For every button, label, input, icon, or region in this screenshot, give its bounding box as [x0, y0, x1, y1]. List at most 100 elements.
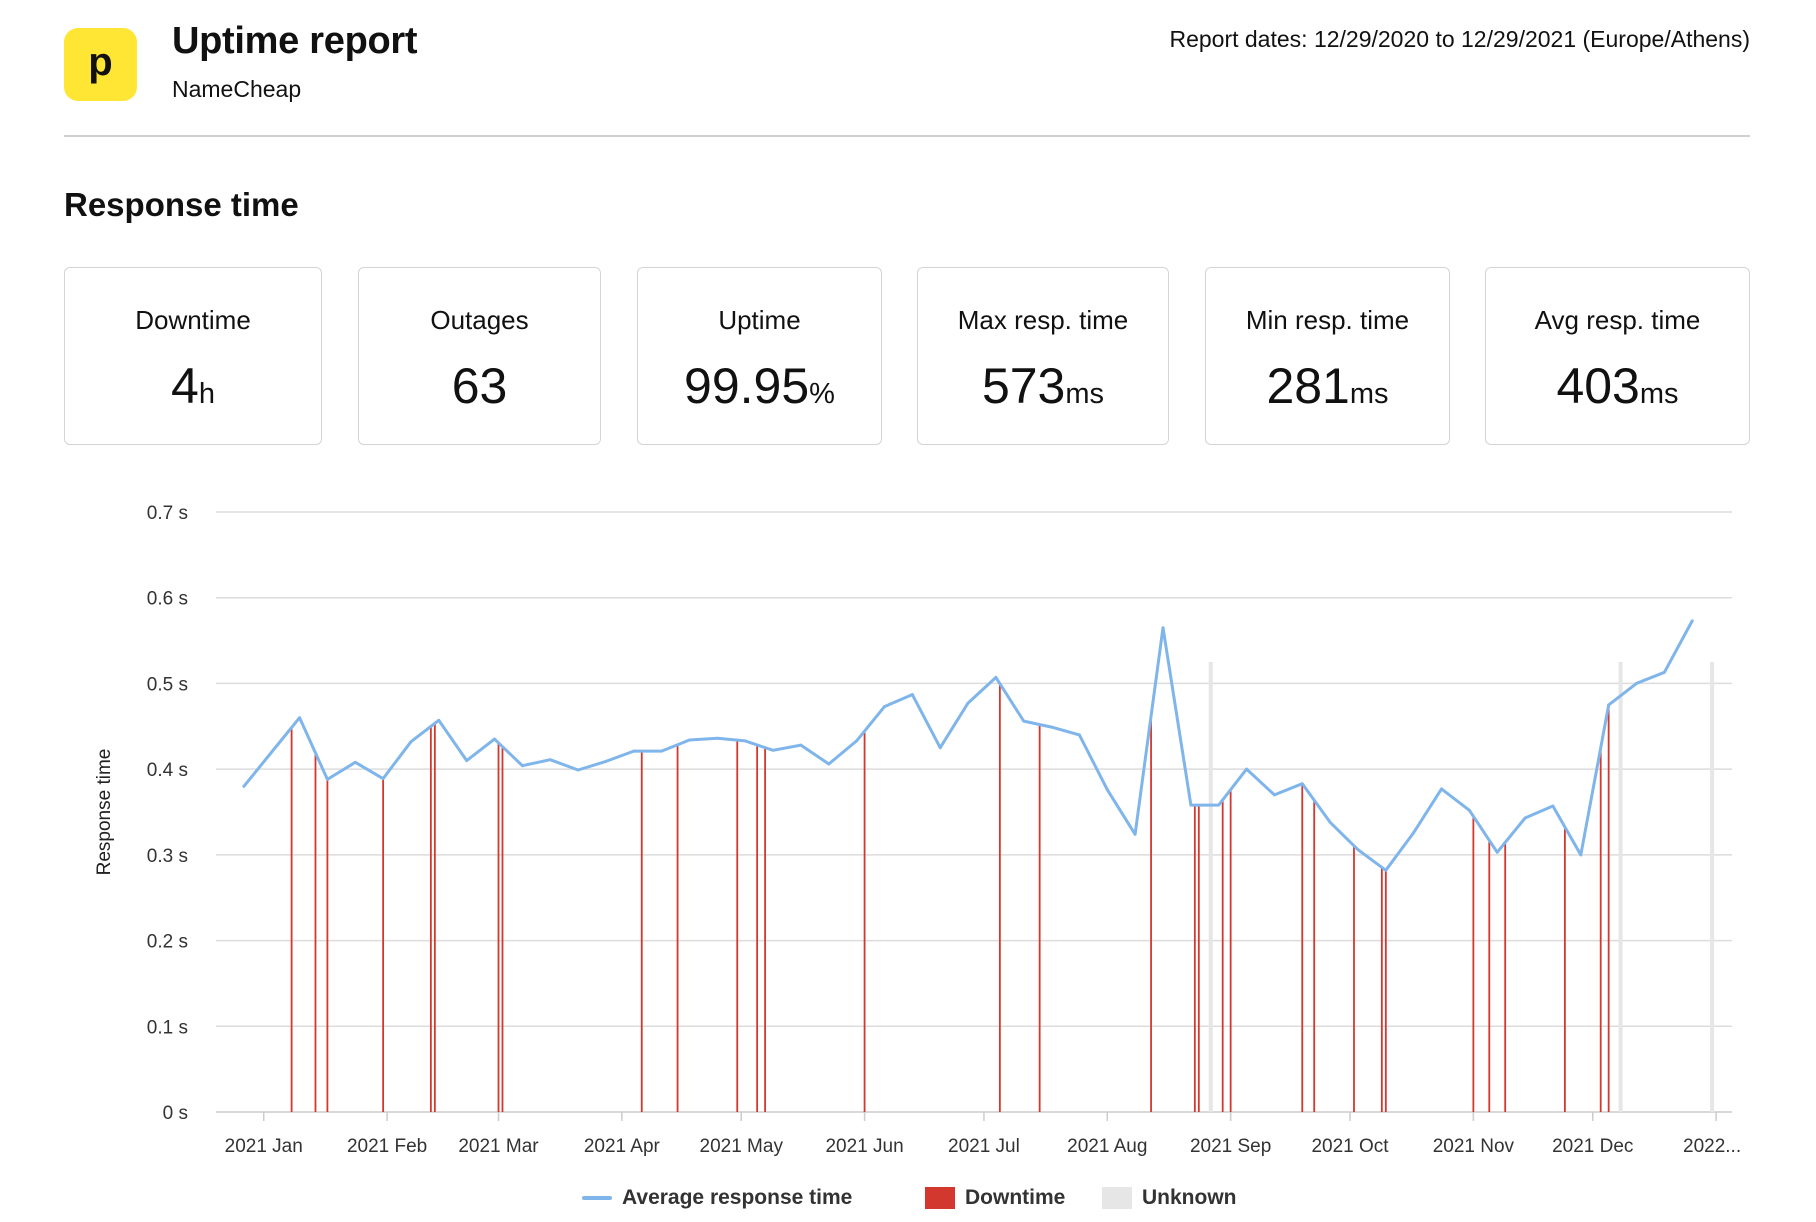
x-tick-label: 2021 Aug — [1067, 1136, 1147, 1157]
data-point — [715, 736, 719, 740]
y-tick-label: 0.1 s — [147, 1017, 188, 1038]
data-point — [1635, 682, 1638, 685]
y-tick-label: 0.2 s — [147, 932, 188, 953]
stat-value: 403ms — [1486, 356, 1749, 424]
data-point — [298, 716, 301, 720]
data-point — [326, 778, 329, 781]
data-point — [799, 743, 803, 747]
data-point — [1607, 703, 1611, 707]
header-divider — [64, 135, 1750, 137]
stat-value: 4h — [65, 356, 321, 424]
stat-number: 4 — [171, 358, 199, 414]
data-point — [604, 760, 608, 763]
data-point — [743, 739, 747, 743]
average-response-line — [242, 619, 1694, 872]
x-tick-label: 2021 Jul — [948, 1136, 1020, 1157]
x-tick-label: 2021 Nov — [1433, 1136, 1515, 1157]
data-point — [381, 777, 385, 780]
data-point — [1217, 803, 1221, 807]
monitor-name: NameCheap — [172, 76, 302, 102]
stat-card-outages: Outages 63 — [358, 267, 601, 445]
legend-unknown[interactable]: Unknown — [1102, 1186, 1237, 1210]
data-point — [1440, 787, 1443, 791]
data-point — [242, 784, 246, 788]
data-point — [938, 746, 942, 750]
legend-swatch-icon — [1102, 1187, 1132, 1209]
unknown-marker — [1710, 662, 1715, 1112]
x-tick-label: 2021 Oct — [1311, 1136, 1389, 1157]
data-point — [966, 701, 970, 705]
logo-letter: p — [88, 40, 112, 84]
y-tick-label: 0.6 s — [147, 589, 188, 610]
data-point — [910, 693, 914, 696]
stat-unit: h — [198, 378, 215, 410]
stat-number: 99.95 — [684, 358, 810, 414]
data-point — [1273, 793, 1276, 797]
data-point — [1105, 788, 1109, 792]
data-point — [1161, 626, 1165, 630]
legend-downtime[interactable]: Downtime — [925, 1186, 1065, 1210]
data-point — [1579, 853, 1583, 857]
report-dates: Report dates: 12/29/2020 to 12/29/2021 (… — [1169, 26, 1750, 52]
data-point — [1690, 619, 1694, 623]
data-point — [1300, 782, 1304, 786]
y-tick-label: 0.3 s — [147, 846, 188, 867]
stats-row: Downtime 4h Outages 63 Uptime 99.95% Max… — [64, 267, 1750, 447]
data-point — [1495, 850, 1499, 854]
stat-card-uptime: Uptime 99.95% — [637, 267, 882, 445]
p-logo-icon: p — [88, 40, 112, 84]
data-point — [688, 738, 691, 742]
x-tick-label: 2021 Feb — [347, 1136, 427, 1157]
section-title: Response time — [64, 186, 299, 223]
stat-unit: ms — [1639, 378, 1679, 410]
x-tick-label: 2021 Jan — [225, 1136, 303, 1157]
y-tick-label: 0 s — [163, 1103, 188, 1124]
data-point — [409, 740, 413, 744]
data-point — [660, 749, 664, 753]
data-point — [632, 749, 636, 753]
data-point — [1133, 832, 1137, 836]
unknown-marker — [1618, 662, 1623, 1112]
data-point — [465, 759, 469, 762]
data-point — [1467, 808, 1471, 812]
data-point — [1022, 719, 1026, 723]
legend-average[interactable]: Average response time — [582, 1186, 852, 1210]
stat-label: Outages — [430, 305, 529, 335]
data-point — [771, 748, 775, 752]
stat-value: 99.95% — [638, 356, 881, 424]
x-tick-label: 2021 Apr — [584, 1136, 661, 1157]
unknown-marker — [1208, 662, 1213, 1112]
stat-unit: ms — [1065, 378, 1105, 410]
x-tick-label: 2021 Dec — [1552, 1136, 1633, 1157]
data-point — [1328, 820, 1332, 824]
stat-unit: ms — [1349, 378, 1389, 410]
data-point — [855, 739, 859, 743]
x-tick-label: 2022... — [1683, 1136, 1741, 1157]
stat-number: 403 — [1556, 358, 1640, 414]
stat-card-max-resp: Max resp. time 573ms — [917, 267, 1169, 445]
data-point — [1384, 868, 1388, 872]
y-tick-label: 0.7 s — [147, 503, 188, 524]
response-time-chart: 0 s 0.1 s 0.2 s 0.3 s 0.4 s 0.5 s 0.6 s 0.7 s Re… — [94, 503, 1741, 1157]
stat-value: 573ms — [918, 356, 1168, 424]
y-axis-label: Response time — [94, 749, 115, 876]
page-title: Uptime report — [172, 20, 418, 62]
legend-line-icon — [582, 1196, 612, 1200]
data-point — [270, 750, 274, 754]
data-point — [548, 758, 552, 762]
data-point — [1412, 831, 1416, 834]
stat-label: Max resp. time — [957, 305, 1129, 335]
data-point — [994, 676, 998, 679]
stat-value: 63 — [359, 356, 600, 424]
data-point — [1189, 803, 1193, 807]
legend-label: Average response time — [622, 1186, 853, 1209]
stat-value: 281ms — [1206, 356, 1449, 424]
x-tick-label: 2021 May — [700, 1136, 784, 1157]
stat-card-downtime: Downtime 4h — [64, 267, 322, 445]
x-tick-label: 2021 Jun — [825, 1136, 903, 1157]
x-tick-label: 2021 Mar — [458, 1136, 539, 1157]
data-point — [353, 760, 357, 764]
stat-number: 281 — [1266, 358, 1350, 414]
stat-unit: % — [809, 378, 835, 410]
data-point — [1050, 725, 1053, 729]
